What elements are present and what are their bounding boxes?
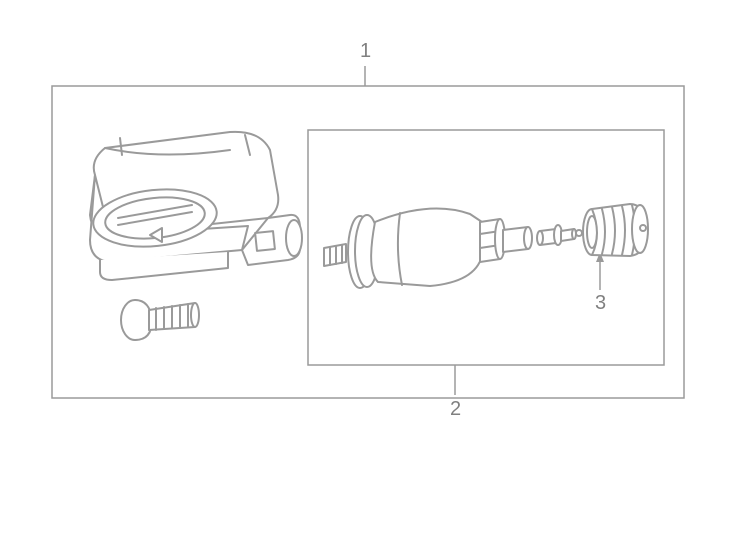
valve-core — [537, 225, 582, 245]
valve-stem — [324, 209, 532, 288]
sensor-housing — [90, 132, 302, 280]
callout-label-1: 1 — [360, 40, 371, 63]
parts-diagram — [0, 0, 734, 540]
callout-label-3: 3 — [595, 292, 606, 315]
mounting-bolt — [121, 300, 199, 340]
valve-cap — [583, 204, 648, 256]
callout-label-2: 2 — [450, 398, 461, 421]
